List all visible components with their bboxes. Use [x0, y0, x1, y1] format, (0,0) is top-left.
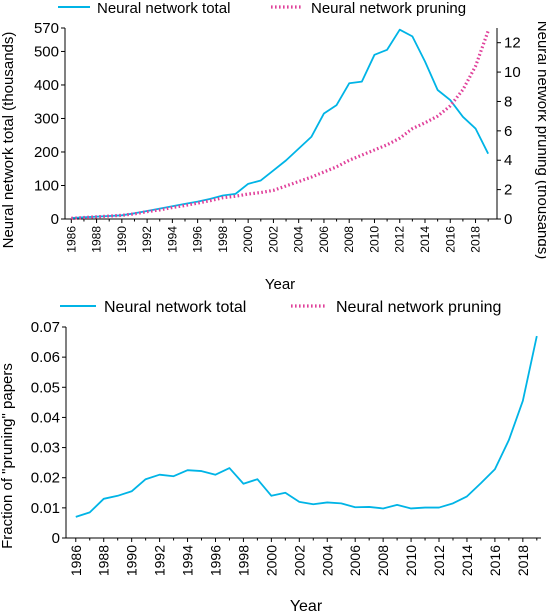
- chart2-x-tick-label: 2006: [347, 545, 363, 576]
- chart2-y-tick-label: 0.01: [31, 500, 60, 517]
- chart2-x-tick-label: 1990: [124, 545, 140, 576]
- chart2-x-tick-label: 1988: [96, 545, 112, 576]
- chart1-y-axis-title: Neural network total (thousands): [0, 32, 17, 249]
- chart1-x-tick-label: 2016: [443, 226, 457, 253]
- chart1-y-tick-label: 500: [34, 43, 59, 60]
- chart1-y-tick-label: 300: [34, 110, 59, 127]
- chart2-x-tick-label: 2004: [319, 545, 335, 576]
- chart2-y-tick-label: 0.07: [31, 319, 60, 336]
- chart2-x-tick-label: 2008: [375, 545, 391, 576]
- chart1-x-tick-label: 2018: [469, 226, 483, 253]
- chart1-x-tick-label: 1998: [216, 226, 230, 253]
- chart2-y-tick-label: 0.06: [31, 349, 60, 366]
- chart2-x-tick-label: 1992: [152, 545, 168, 576]
- chart2-x-tick-label: 2010: [403, 545, 419, 576]
- chart1-x-tick-label: 1990: [115, 226, 129, 253]
- chart1-x-tick-label: 2000: [241, 226, 255, 253]
- chart1-x-tick-label: 1996: [191, 226, 205, 253]
- chart1-series-total-line: [71, 28, 489, 219]
- chart2-x-tick-label: 2014: [459, 545, 475, 576]
- chart2-x-tick-label: 2012: [431, 545, 447, 576]
- chart1-x-tick-label: 2012: [393, 226, 407, 253]
- chart1-y2-tick-label: 6: [504, 123, 512, 140]
- chart2-x-tick-label: 1996: [207, 545, 223, 576]
- chart2-legend-pruning-label: Neural network pruning: [336, 299, 501, 316]
- chart2-y-tick-label: 0.04: [31, 409, 60, 426]
- chart1-y-tick-label: 0: [51, 211, 59, 228]
- chart1-y2-tick-label: 12: [504, 35, 521, 52]
- chart2-x-tick-label: 2002: [291, 545, 307, 576]
- chart1-y2-tick-label: 4: [504, 152, 512, 169]
- chart2-x-tick-label: 2000: [263, 545, 279, 576]
- chart1-series-pruning-line: [71, 30, 490, 220]
- chart1-legend-pruning-label: Neural network pruning: [311, 0, 466, 17]
- chart2-legend-total-label: Neural network total: [104, 299, 246, 316]
- chart2-x-tick-label: 1994: [180, 545, 196, 576]
- chart2-y-tick-label: 0.02: [31, 470, 60, 487]
- chart1-x-tick-label: 2004: [292, 226, 306, 253]
- chart2-y-tick-label: 0: [52, 530, 60, 547]
- chart2-y-tick-label: 0.05: [31, 379, 60, 396]
- chart1-x-tick-label: 2014: [418, 226, 432, 253]
- chart1-x-tick-label: 2010: [367, 226, 381, 253]
- chart1-y2-tick-label: 2: [504, 182, 512, 199]
- chart1-x-tick-label: 1986: [64, 226, 78, 253]
- chart1-y2-tick-label: 8: [504, 93, 512, 110]
- chart1-y-tick-label: 570: [34, 20, 59, 37]
- chart1-y-tick-label: 200: [34, 144, 59, 161]
- chart2-x-tick-label: 1998: [235, 545, 251, 576]
- chart2-y-axis-title: Fraction of "pruning" papers: [0, 363, 16, 549]
- chart1-y2-tick-label: 0: [504, 211, 512, 228]
- chart1-x-tick-label: 2008: [342, 226, 356, 253]
- chart2-x-tick-label: 2018: [515, 545, 531, 576]
- chart2-y-tick-label: 0.03: [31, 440, 60, 457]
- chart1-x-axis-title: Year: [265, 276, 295, 293]
- chart1-y-tick-label: 400: [34, 77, 59, 94]
- chart1-y2-axis-title: Neural network pruning (thousands): [534, 21, 546, 259]
- chart2-x-tick-label: 2016: [487, 545, 503, 576]
- chart2-x-tick-label: 1986: [68, 545, 84, 576]
- chart1-y-tick-label: 100: [34, 177, 59, 194]
- chart2-x-axis-title: Year: [290, 598, 323, 614]
- chart1-legend-total-label: Neural network total: [97, 0, 230, 17]
- chart2-series-fraction-line: [75, 335, 538, 518]
- chart1-x-tick-label: 1988: [90, 226, 104, 253]
- chart1-x-tick-label: 1992: [140, 226, 154, 253]
- chart1-x-tick-label: 1994: [165, 226, 179, 253]
- chart1-y2-tick-label: 10: [504, 64, 521, 81]
- chart1-x-tick-label: 2002: [266, 226, 280, 253]
- chart1-x-tick-label: 2006: [317, 226, 331, 253]
